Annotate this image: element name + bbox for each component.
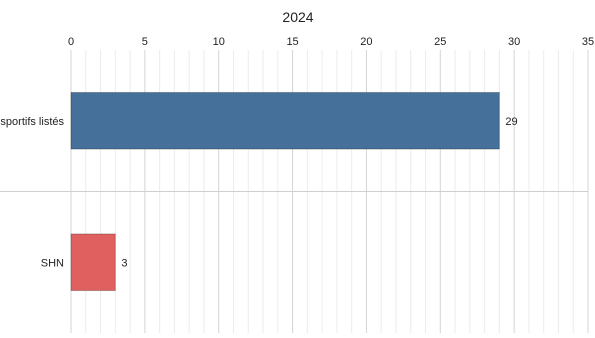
- x-axis-ticks: 0 5 10 15 20 25 30 35: [68, 36, 594, 48]
- x-tick-label: 10: [213, 36, 225, 48]
- x-tick-label: 20: [360, 36, 372, 48]
- data-labels: 29 3: [121, 116, 517, 270]
- x-tick-label: 25: [434, 36, 446, 48]
- category-labels: sportifs listés SHN: [0, 116, 64, 270]
- data-label: 29: [505, 116, 517, 128]
- bar: [70, 233, 116, 292]
- bar: [70, 91, 500, 150]
- x-tick-label: 35: [582, 36, 594, 48]
- category-label: sportifs listés: [0, 116, 64, 128]
- data-label: 3: [121, 257, 127, 269]
- category-label: SHN: [41, 257, 64, 269]
- x-tick-label: 15: [286, 36, 298, 48]
- chart-title: 2024: [282, 9, 313, 25]
- x-tick-label: 30: [508, 36, 520, 48]
- x-tick-label: 0: [68, 36, 74, 48]
- bars: [70, 91, 500, 292]
- x-tick-label: 5: [142, 36, 148, 48]
